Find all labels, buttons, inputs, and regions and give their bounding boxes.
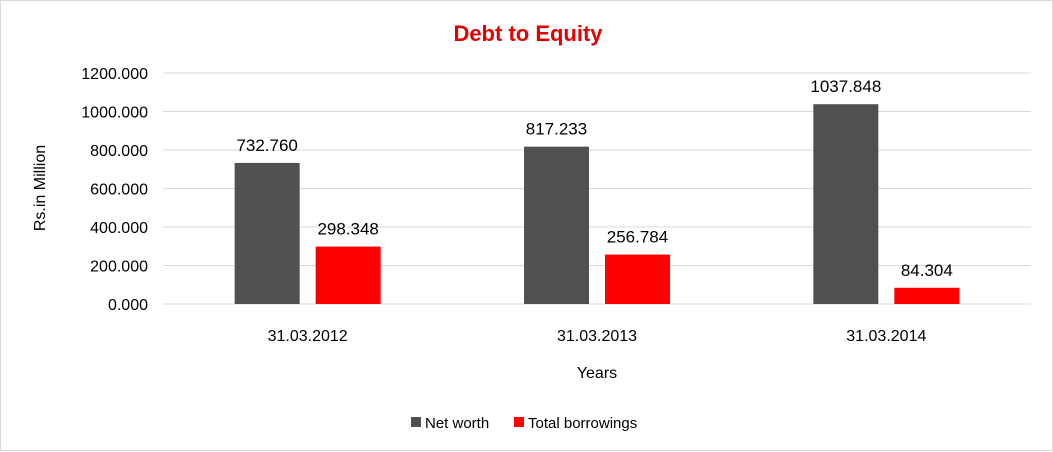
- data-label: 817.233: [526, 120, 587, 139]
- legend-swatch-total-borrowings: [514, 417, 524, 427]
- data-label: 1037.848: [810, 77, 881, 96]
- legend-label-net-worth: Net worth: [425, 415, 489, 432]
- data-label: 84.304: [901, 261, 953, 280]
- y-tick-label: 0.000: [108, 297, 148, 314]
- y-axis-title: Rs.in Million: [32, 145, 49, 231]
- x-category-label: 31.03.2014: [846, 328, 926, 345]
- data-label: 732.760: [236, 136, 297, 155]
- legend: Net worth Total borrowings: [411, 415, 637, 432]
- x-axis-title: Years: [577, 365, 617, 382]
- y-tick-label: 600.000: [90, 182, 148, 199]
- y-tick-label: 1200.000: [81, 66, 148, 83]
- data-label: 298.348: [317, 220, 378, 239]
- data-labels: 732.760 298.348 817.233 256.784 1037.848 84.3…: [236, 77, 952, 280]
- legend-label-total-borrowings: Total borrowings: [528, 415, 637, 432]
- bar-net-worth: [524, 146, 589, 304]
- data-label: 256.784: [607, 228, 668, 247]
- bar-net-worth: [813, 104, 879, 304]
- bar-total-borrowings: [605, 254, 670, 304]
- bars: [234, 104, 960, 304]
- y-tick-label: 1000.000: [81, 105, 148, 122]
- category-labels: 31.03.2012 31.03.2013 31.03.2014: [268, 328, 927, 345]
- x-category-label: 31.03.2012: [268, 328, 348, 345]
- y-tick-label: 200.000: [90, 259, 148, 276]
- gridlines: [163, 72, 1031, 305]
- bar-total-borrowings: [315, 246, 381, 304]
- y-tick-labels: 0.000 200.000 400.000 600.000 800.000 1000.00…: [81, 66, 148, 314]
- x-category-label: 31.03.2013: [557, 328, 637, 345]
- y-tick-label: 800.000: [90, 143, 148, 160]
- bar-net-worth: [234, 162, 300, 304]
- y-tick-label: 400.000: [90, 220, 148, 237]
- chart-title: Debt to Equity: [453, 21, 603, 46]
- bar-total-borrowings: [894, 287, 960, 304]
- legend-swatch-net-worth: [411, 417, 421, 427]
